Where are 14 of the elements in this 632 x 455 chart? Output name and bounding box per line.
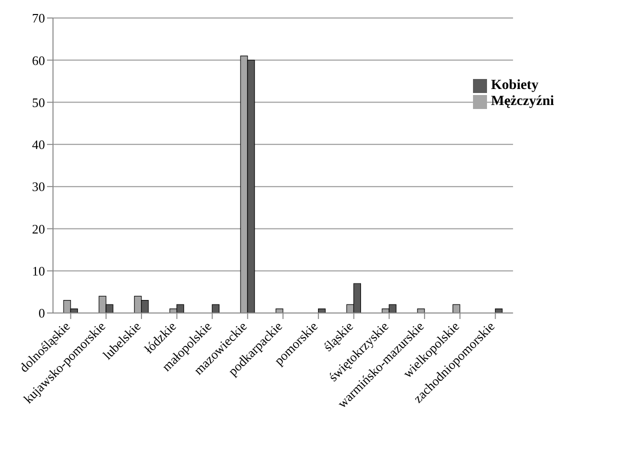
y-tick-label: 70 (32, 10, 45, 26)
bar (452, 304, 460, 313)
y-tick-label: 40 (32, 137, 45, 152)
y-tick-label: 30 (32, 179, 45, 194)
y-tick-label: 0 (38, 306, 45, 321)
bar (212, 304, 220, 313)
y-tick-label: 10 (32, 263, 45, 278)
legend-label: Mężczyźni (491, 94, 554, 109)
y-tick-label: 50 (32, 94, 45, 110)
y-tick-label: 20 (32, 221, 45, 236)
y-tick-label: 60 (32, 52, 45, 68)
legend-label: Kobiety (491, 78, 538, 93)
bar (276, 308, 284, 313)
bar (417, 308, 425, 313)
